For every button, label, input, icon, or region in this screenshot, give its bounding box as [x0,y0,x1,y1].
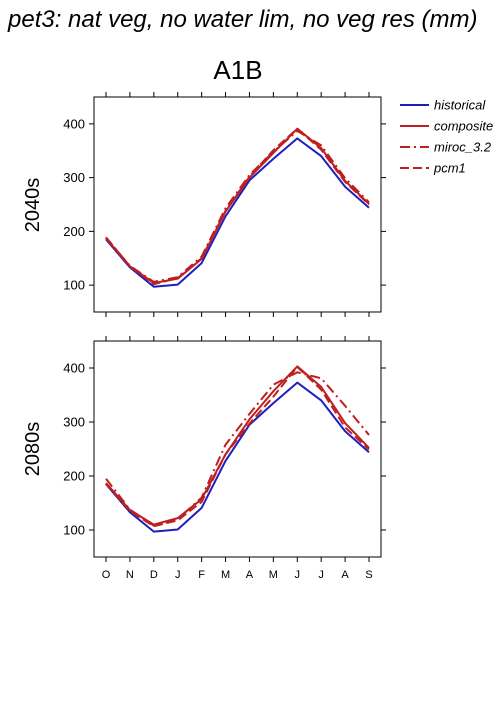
panel-label-2080s: 2080s [22,422,44,477]
x-tick-label: D [150,569,158,581]
x-tick-label: A [341,569,349,581]
x-tick-label: M [269,569,278,581]
legend-label: miroc_3.2 [434,140,492,155]
series-line-pcm1 [105,127,370,286]
series-line-miroc-3-2 [105,371,370,527]
legend-label: historical [434,98,486,113]
y-tick-label: 100 [63,278,85,293]
series-line-historical [105,137,370,288]
x-tick-label: J [295,569,301,581]
x-tick-label: M [221,569,230,581]
series-line-historical [105,381,370,533]
legend: historical composite miroc_3.2 pcm1 [400,98,493,176]
x-tick-label: F [198,569,205,581]
scenario-title: A1B [213,55,262,85]
y-tick-label: 200 [63,224,85,239]
series-line-composite [105,365,370,526]
x-tick-label: O [102,569,111,581]
x-tick-label: S [365,569,372,581]
series-line-pcm1 [105,365,370,528]
y-tick-label: 100 [63,523,85,538]
legend-label: pcm1 [433,161,466,176]
y-tick-label: 300 [63,415,85,430]
series-line-composite [105,127,370,284]
panel-2080s: 100 200 300 400 [63,336,386,562]
legend-label: composite [434,119,493,134]
plot-frame [93,340,382,558]
panel-2040s: 100 200 300 400 [63,92,386,317]
y-tick-label: 300 [63,170,85,185]
x-tick-label: A [246,569,254,581]
x-tick-label: N [126,569,134,581]
y-tick-label: 400 [63,361,85,376]
panel-label-2040s: 2040s [22,178,44,233]
series-line-miroc-3-2 [105,129,370,283]
y-tick-label: 200 [63,469,85,484]
plot-frame [93,96,382,313]
y-tick-label: 400 [63,116,85,131]
x-tick-label: J [318,569,324,581]
x-tick-label: J [175,569,181,581]
chart-title: pet3: nat veg, no water lim, no veg res … [7,6,478,33]
